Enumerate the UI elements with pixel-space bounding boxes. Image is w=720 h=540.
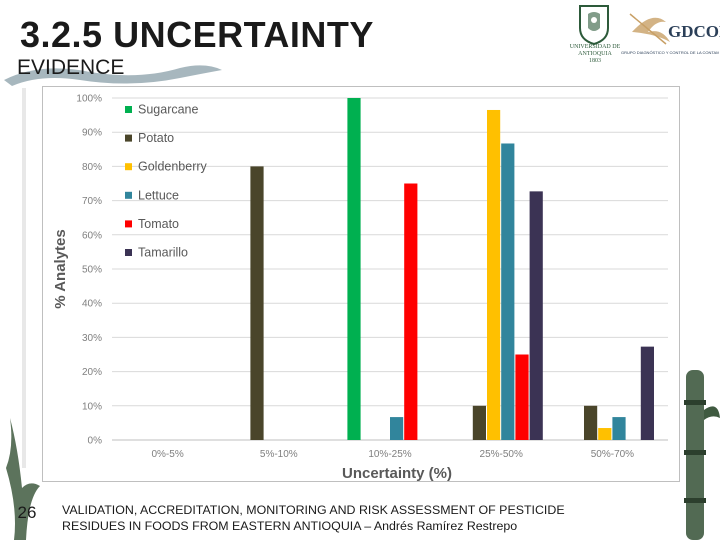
footer-line-1: VALIDATION, ACCREDITATION, MONITORING AN…: [62, 503, 565, 517]
university-name: UNIVERSIDAD DE ANTIOQUIA: [569, 44, 621, 57]
footer-text: VALIDATION, ACCREDITATION, MONITORING AN…: [62, 502, 662, 534]
y-tick-label: 60%: [82, 230, 102, 241]
y-tick-label: 30%: [82, 333, 102, 344]
chart-frame: [42, 86, 680, 482]
x-tick-label: 10%-25%: [368, 449, 411, 460]
y-axis-title: % Analytes: [52, 229, 69, 308]
y-tick-label: 20%: [82, 367, 102, 378]
bar-lettuce-3: [501, 143, 515, 440]
legend-swatch-goldenberry: [125, 163, 132, 171]
x-tick-label: 25%-50%: [480, 449, 523, 460]
university-logo: [579, 5, 609, 46]
legend-label-potato: Potato: [138, 131, 174, 145]
university-year: 1803: [589, 58, 601, 64]
legend-swatch-tomato: [125, 220, 132, 228]
y-tick-label: 50%: [82, 265, 102, 276]
bar-tomato-2: [404, 183, 418, 440]
slide-title: 3.2.5 UNCERTAINTY: [20, 14, 374, 55]
y-tick-label: 40%: [82, 299, 102, 310]
footer-line-2: RESIDUES IN FOODS FROM EASTERN ANTIOQUIA…: [62, 519, 518, 533]
bar-potato-3: [472, 405, 486, 440]
bar-lettuce-2: [390, 417, 404, 440]
bar-sugarcane-2: [347, 98, 361, 440]
brush-stroke-decoration: [4, 65, 222, 86]
bar-tamarillo-3: [529, 191, 543, 440]
x-tick-label: 50%-70%: [591, 449, 634, 460]
bar-goldenberry-4: [598, 428, 612, 440]
gdcon-logo-word: GDCON: [668, 22, 720, 41]
y-tick-label: 100%: [76, 94, 102, 105]
bar-potato-1: [250, 166, 264, 440]
x-tick-label: 0%-5%: [151, 449, 183, 460]
legend-label-sugarcane: Sugarcane: [138, 103, 199, 117]
bar-lettuce-4: [612, 417, 626, 440]
bar-tomato-3: [515, 354, 529, 440]
slide-subtitle: EVIDENCE: [17, 56, 125, 79]
y-tick-label: 0%: [88, 436, 103, 447]
left-decoration: [6, 88, 40, 540]
x-tick-label: 5%-10%: [260, 449, 298, 460]
uncertainty-bar-chart: 0% 10% 20% 30% 40% 50% 60% 70% 80% 90% 100% 0%-5% 5%…: [52, 94, 668, 482]
y-tick-label: 80%: [82, 162, 102, 173]
legend-swatch-lettuce: [125, 191, 132, 199]
y-tick-label: 10%: [82, 401, 102, 412]
y-tick-label: 90%: [82, 128, 102, 139]
legend-label-tamarillo: Tamarillo: [138, 246, 188, 260]
legend-swatch-tamarillo: [125, 249, 132, 256]
page-number: 26: [17, 503, 37, 522]
y-tick-label: 70%: [82, 196, 102, 207]
university-logo-text: UNIVERSIDAD DE ANTIOQUIA 1803: [566, 44, 624, 65]
right-decoration: [684, 370, 720, 540]
legend-swatch-sugarcane: [125, 106, 132, 113]
legend-label-tomato: Tomato: [138, 217, 179, 231]
bar-potato-4: [584, 405, 598, 440]
legend-label-goldenberry: Goldenberry: [138, 160, 208, 174]
bar-goldenberry-3: [487, 109, 501, 440]
legend-swatch-potato: [125, 134, 132, 142]
legend-label-lettuce: Lettuce: [138, 188, 179, 202]
gdcon-logo-subtitle: GRUPO DIAGNÓSTICO Y CONTROL DE LA CONTAM…: [621, 50, 719, 55]
bar-tamarillo-4: [640, 346, 654, 440]
gdcon-logo: [629, 13, 670, 45]
x-axis-title: Uncertainty (%): [342, 465, 452, 482]
